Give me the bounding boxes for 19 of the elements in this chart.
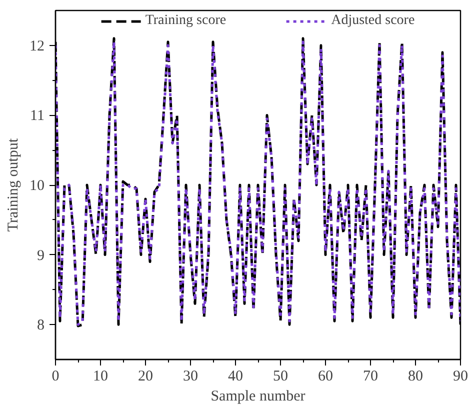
x-axis-title: Sample number	[210, 388, 306, 404]
x-tick-label: 20	[138, 368, 153, 384]
y-tick-label: 8	[37, 318, 44, 334]
y-tick-label: 9	[37, 248, 44, 264]
x-tick-label: 10	[93, 368, 108, 384]
x-tick-label: 0	[52, 368, 60, 384]
y-tick-label: 12	[30, 38, 44, 54]
x-tick-label: 70	[363, 368, 378, 384]
y-tick-label: 10	[30, 178, 44, 194]
legend-label: Adjusted score	[331, 13, 415, 29]
y-axis-title: Training output	[6, 138, 22, 232]
x-tick-label: 60	[318, 368, 333, 384]
x-tick-label: 80	[408, 368, 423, 384]
x-tick-label: 40	[228, 368, 243, 384]
x-tick-label: 30	[183, 368, 198, 384]
x-tick-label: 90	[453, 368, 468, 384]
x-tick-label: 50	[273, 368, 288, 384]
legend-label: Training score	[145, 13, 226, 29]
y-tick-label: 11	[30, 108, 45, 124]
